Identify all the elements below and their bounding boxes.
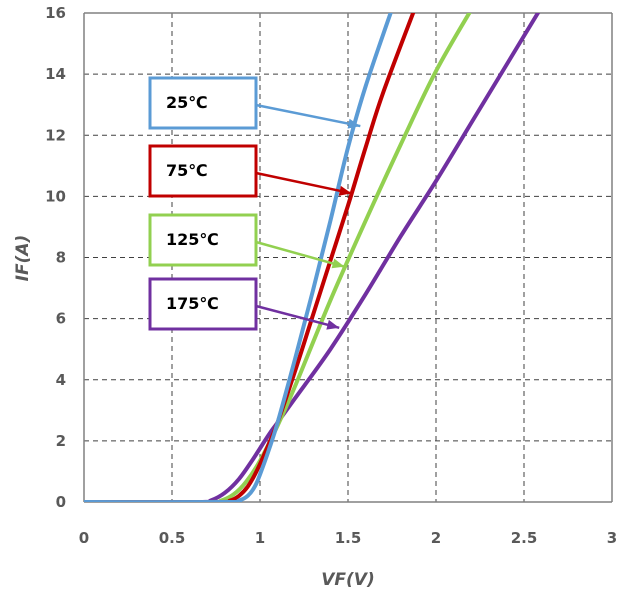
callout-box (148, 76, 258, 130)
y-tick-label: 4 (56, 371, 66, 389)
callout-label: 75℃ (166, 161, 208, 180)
y-tick-label: 8 (56, 249, 66, 267)
series-callouts: 25℃ 75℃ 125℃ 175℃ (148, 76, 361, 331)
x-axis-title: VF(V) (321, 570, 374, 590)
x-tick-labels: 0 0.5 1 1.5 2 2.5 3 (79, 529, 617, 547)
callout-3: 125℃ (148, 213, 345, 269)
y-tick-label: 6 (56, 310, 66, 328)
callout-label: 125℃ (166, 230, 219, 249)
y-tick-label: 14 (45, 65, 66, 83)
callout-arrow-head (338, 185, 352, 196)
x-tick-label: 2.5 (511, 529, 538, 547)
callout-1: 25℃ (148, 76, 361, 130)
series-lines (84, 13, 541, 502)
y-tick-label: 10 (45, 187, 66, 205)
y-tick-label: 0 (56, 493, 66, 511)
y-tick-label: 12 (45, 126, 66, 144)
y-tick-label: 2 (56, 432, 66, 450)
callout-label: 175℃ (166, 294, 219, 313)
x-tick-label: 3 (607, 529, 617, 547)
callout-box (148, 144, 258, 198)
callout-label: 25℃ (166, 93, 208, 112)
series-line-3 (84, 13, 472, 502)
x-tick-label: 0 (79, 529, 89, 547)
series-line-4 (84, 13, 541, 502)
series-line-1 (84, 13, 393, 502)
callout-arrow-head (331, 258, 345, 269)
y-tick-labels: 0 2 4 6 8 10 12 14 16 (45, 4, 66, 511)
callout-arrow-line (255, 171, 352, 195)
callout-box (148, 277, 258, 331)
callout-arrow-head (347, 118, 361, 129)
callout-2: 75℃ (148, 144, 352, 198)
callout-arrow-line (255, 240, 345, 268)
x-tick-label: 0.5 (159, 529, 186, 547)
y-axis-title: IF(A) (13, 235, 33, 282)
callout-arrow-line (255, 103, 361, 128)
x-tick-label: 1 (255, 529, 265, 547)
y-tick-label: 16 (45, 4, 66, 22)
callout-4: 175℃ (148, 277, 340, 331)
callout-arrow-line (255, 304, 340, 330)
x-tick-label: 2 (431, 529, 441, 547)
callout-arrow-head (326, 319, 340, 330)
x-tick-label: 1.5 (335, 529, 362, 547)
callout-box (148, 213, 258, 267)
